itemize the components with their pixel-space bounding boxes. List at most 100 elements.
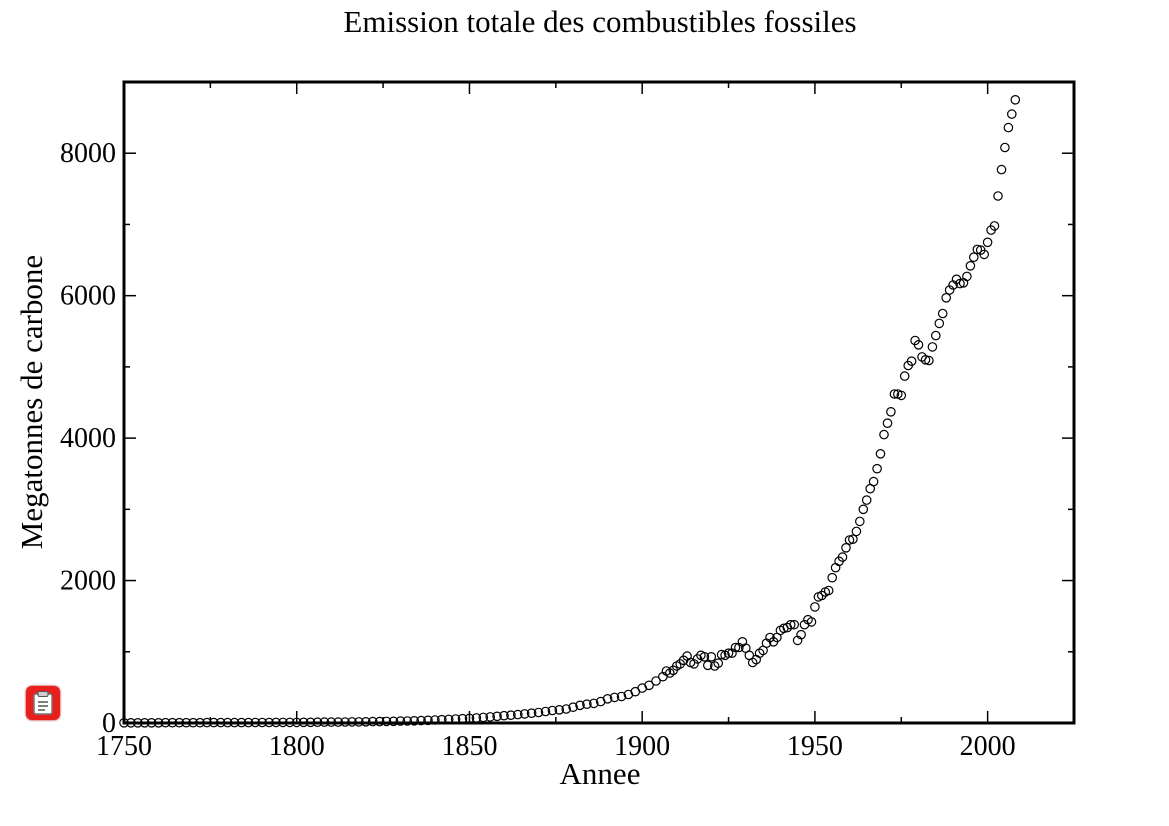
- data-point: [785, 619, 796, 630]
- data-point: [533, 707, 544, 718]
- data-point: [702, 660, 713, 671]
- data-point: [723, 648, 734, 658]
- data-point: [381, 716, 392, 727]
- data-point: [982, 237, 993, 248]
- data-point: [837, 552, 848, 562]
- data-point: [827, 572, 837, 583]
- x-axis-label: Annee: [560, 756, 641, 791]
- y-tick-label: 0: [102, 708, 116, 739]
- data-point: [706, 651, 717, 662]
- data-point: [830, 562, 841, 573]
- data-point: [955, 278, 965, 289]
- x-tick-label: 1900: [614, 731, 670, 762]
- data-point: [886, 406, 896, 417]
- data-point: [937, 308, 948, 319]
- data-points: [119, 95, 1021, 728]
- data-point: [882, 418, 893, 428]
- data-point: [965, 260, 976, 271]
- data-point: [582, 699, 592, 709]
- data-point: [841, 542, 851, 553]
- data-point: [716, 649, 727, 660]
- data-point: [858, 504, 869, 515]
- data-point: [944, 285, 955, 295]
- data-point: [561, 704, 571, 714]
- y-tick-label: 4000: [60, 423, 116, 454]
- data-point: [699, 651, 710, 662]
- x-tick-label: 1850: [441, 731, 497, 762]
- data-point: [395, 716, 406, 726]
- x-tick-label: 1750: [96, 731, 152, 762]
- data-point: [588, 698, 599, 709]
- data-point: [816, 590, 827, 601]
- data-point: [616, 691, 627, 702]
- app-badge-icon[interactable]: [26, 686, 60, 720]
- data-point: [968, 252, 979, 263]
- data-point: [920, 354, 931, 365]
- data-point: [930, 330, 941, 341]
- data-point: [730, 642, 741, 653]
- data-point: [519, 709, 530, 719]
- y-tick-label: 6000: [60, 281, 116, 312]
- data-point: [810, 602, 820, 612]
- data-point: [602, 693, 613, 704]
- x-tick-label: 1950: [787, 731, 843, 762]
- data-point: [796, 629, 806, 640]
- data-point: [689, 659, 699, 669]
- data-point: [989, 221, 1000, 231]
- data-point: [906, 356, 917, 366]
- plot-frame: [122, 80, 1076, 725]
- data-point: [851, 526, 862, 537]
- data-point: [492, 711, 502, 722]
- chart-title: Emission totale des combustibles fossile…: [343, 4, 856, 39]
- data-point: [512, 709, 523, 720]
- data-point: [499, 710, 509, 721]
- y-tick-label: 8000: [60, 138, 116, 169]
- data-point: [823, 585, 834, 596]
- data-point: [896, 390, 907, 401]
- data-point: [540, 706, 551, 717]
- data-point: [485, 712, 495, 722]
- data-point: [972, 244, 983, 255]
- data-point: [993, 191, 1003, 201]
- data-point: [1000, 142, 1010, 153]
- data-point: [861, 495, 872, 505]
- data-point: [409, 715, 419, 726]
- data-point: [1010, 95, 1021, 105]
- data-point: [644, 680, 654, 691]
- data-point: [402, 716, 413, 726]
- data-point: [806, 617, 817, 627]
- data-point: [1003, 122, 1014, 133]
- data-point: [899, 371, 910, 381]
- data-point: [713, 658, 723, 668]
- data-point: [526, 708, 537, 718]
- data-point: [996, 164, 1007, 175]
- data-point: [789, 619, 799, 630]
- data-point: [1006, 109, 1017, 119]
- data-point: [568, 702, 578, 712]
- axis-ticks: 1750 1800 1850 1900 1950 2000 0 2000 4000 6000 800…: [60, 82, 1074, 762]
- data-point: [388, 716, 399, 727]
- y-axis-label: Megatonnes de carbone: [14, 255, 49, 549]
- y-tick-label: 2000: [60, 566, 116, 597]
- data-point: [416, 715, 426, 726]
- data-point: [506, 710, 516, 720]
- data-point: [934, 318, 945, 329]
- data-point: [889, 389, 900, 399]
- data-point: [609, 692, 620, 703]
- clipboard-icon: [33, 691, 53, 715]
- data-point: [575, 700, 585, 711]
- data-point: [962, 271, 972, 282]
- data-point: [913, 339, 924, 350]
- data-point: [979, 249, 989, 260]
- data-point: [875, 448, 886, 459]
- data-point: [868, 476, 879, 487]
- x-tick-label: 2000: [960, 731, 1016, 762]
- data-point: [872, 463, 882, 474]
- data-point: [924, 355, 934, 366]
- data-point: [554, 704, 565, 715]
- data-point: [547, 705, 558, 716]
- x-tick-label: 1800: [269, 731, 325, 762]
- data-point: [941, 292, 951, 303]
- data-point: [927, 342, 938, 352]
